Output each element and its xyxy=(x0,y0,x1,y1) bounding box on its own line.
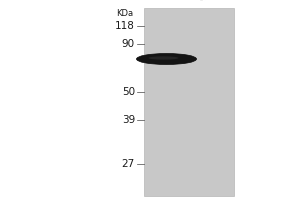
Ellipse shape xyxy=(136,53,196,64)
Text: 90: 90 xyxy=(122,39,135,49)
Text: 50: 50 xyxy=(122,87,135,97)
Text: KDa: KDa xyxy=(116,9,134,19)
Text: LOVO: LOVO xyxy=(180,0,207,4)
Text: 118: 118 xyxy=(115,21,135,31)
Text: 27: 27 xyxy=(122,159,135,169)
Ellipse shape xyxy=(148,56,178,60)
Bar xyxy=(144,8,234,196)
Text: 39: 39 xyxy=(122,115,135,125)
